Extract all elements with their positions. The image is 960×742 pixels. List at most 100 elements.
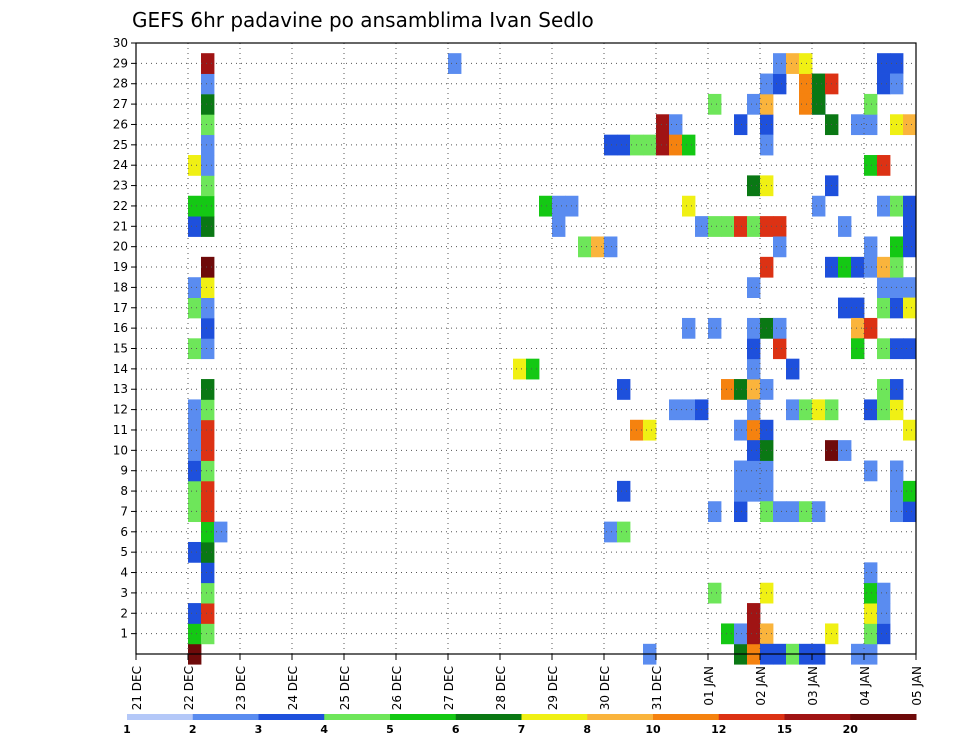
heatmap-cell bbox=[773, 236, 787, 258]
heatmap-cell bbox=[201, 419, 215, 441]
heatmap-cell bbox=[188, 419, 202, 441]
x-tick-label: 28 DEC bbox=[494, 666, 508, 710]
y-tick-label: 8 bbox=[120, 484, 128, 498]
legend-label: 4 bbox=[320, 723, 328, 736]
heatmap-cell bbox=[682, 317, 696, 339]
heatmap-cell bbox=[682, 399, 696, 421]
heatmap-cell bbox=[864, 93, 878, 115]
y-tick-label: 6 bbox=[120, 525, 128, 539]
heatmap-cell bbox=[786, 53, 800, 74]
heatmap-cell bbox=[591, 236, 605, 258]
heatmap-cell bbox=[214, 521, 228, 543]
heatmap-cell bbox=[656, 134, 670, 156]
heatmap-cell bbox=[747, 623, 761, 645]
heatmap-cell bbox=[864, 256, 878, 278]
legend-label: 12 bbox=[711, 723, 726, 736]
x-tick-label: 23 DEC bbox=[234, 666, 248, 710]
color-legend: 1 2 3 4 5 6 7 8 10 12 15 20 bbox=[123, 714, 917, 736]
y-tick-label: 5 bbox=[120, 545, 128, 559]
x-tick-label: 25 DEC bbox=[338, 666, 352, 710]
heatmap-cell bbox=[201, 338, 215, 360]
heatmap-cell bbox=[747, 440, 761, 461]
heatmap-cell bbox=[838, 216, 852, 237]
heatmap-cell bbox=[734, 216, 748, 237]
heatmap-cell bbox=[851, 297, 865, 319]
heatmap-cell bbox=[877, 582, 891, 604]
heatmap-cell bbox=[877, 73, 891, 95]
x-tick-label: 01 JAN bbox=[702, 666, 716, 706]
legend-swatch bbox=[718, 714, 785, 720]
x-tick-label: 03 JAN bbox=[806, 666, 820, 706]
heatmap-cell bbox=[799, 501, 813, 523]
legend-swatch bbox=[324, 714, 391, 720]
heatmap-cell bbox=[773, 501, 787, 523]
heatmap-cell bbox=[617, 521, 631, 543]
heatmap-cell bbox=[864, 623, 878, 645]
heatmap-cell bbox=[526, 358, 540, 380]
y-tick-label: 25 bbox=[113, 138, 128, 152]
heatmap-cell bbox=[734, 501, 748, 523]
heatmap-cell bbox=[903, 480, 917, 502]
heatmap-cell bbox=[773, 73, 787, 95]
heatmap-cell bbox=[799, 73, 813, 95]
heatmap-cell bbox=[708, 501, 722, 523]
heatmap-cell bbox=[188, 603, 202, 624]
heatmap-cell bbox=[617, 480, 631, 502]
heatmap-cell bbox=[188, 480, 202, 502]
heatmap-cell bbox=[201, 501, 215, 523]
heatmap-cell bbox=[708, 317, 722, 339]
heatmap-cell bbox=[643, 134, 657, 156]
heatmap-cell bbox=[201, 623, 215, 645]
heatmap-cell bbox=[786, 358, 800, 380]
x-tick-label: 05 JAN bbox=[910, 666, 924, 706]
heatmap-cell bbox=[851, 114, 865, 136]
heatmap-cell bbox=[201, 541, 215, 563]
y-tick-label: 30 bbox=[113, 36, 128, 50]
heatmap-cell bbox=[201, 480, 215, 502]
heatmap-cell bbox=[682, 134, 696, 156]
heatmap-cell bbox=[201, 175, 215, 197]
heatmap-cell bbox=[201, 297, 215, 319]
heatmap-cell bbox=[864, 399, 878, 421]
heatmap-cell bbox=[812, 195, 826, 217]
heatmap-cell bbox=[851, 256, 865, 278]
heatmap-cell bbox=[786, 399, 800, 421]
heatmap-cell bbox=[773, 216, 787, 237]
heatmap-cell bbox=[799, 399, 813, 421]
heatmap-cell bbox=[864, 155, 878, 176]
heatmap-cell bbox=[201, 399, 215, 421]
heatmap-cell bbox=[708, 93, 722, 115]
heatmap-cell bbox=[747, 399, 761, 421]
heatmap-cell bbox=[552, 216, 566, 237]
heatmap-cell bbox=[812, 501, 826, 523]
y-tick-label: 24 bbox=[113, 158, 128, 172]
legend-swatch bbox=[455, 714, 522, 720]
heatmap-cell bbox=[799, 53, 813, 74]
heatmap-cell bbox=[747, 277, 761, 298]
x-tick-label: 30 DEC bbox=[598, 666, 612, 710]
heatmap-cell bbox=[877, 623, 891, 645]
heatmap-cell bbox=[734, 460, 748, 482]
heatmap-cell bbox=[838, 256, 852, 278]
heatmap-cell bbox=[201, 216, 215, 237]
heatmap-cell bbox=[786, 501, 800, 523]
y-tick-label: 14 bbox=[113, 362, 128, 376]
heatmap-cell bbox=[201, 277, 215, 298]
y-tick-label: 10 bbox=[113, 443, 128, 457]
heatmap-cell bbox=[188, 501, 202, 523]
heatmap-cell bbox=[604, 134, 618, 156]
y-tick-label: 3 bbox=[120, 586, 128, 600]
heatmap-cell bbox=[201, 460, 215, 482]
heatmap-cell bbox=[877, 338, 891, 360]
heatmap-cell bbox=[643, 419, 657, 441]
heatmap-cell bbox=[903, 236, 917, 258]
legend-label: 2 bbox=[189, 723, 197, 736]
legend-label: 10 bbox=[645, 723, 661, 736]
y-tick-label: 2 bbox=[120, 606, 128, 620]
x-tick-label: 21 DEC bbox=[130, 666, 144, 710]
heatmap-cell bbox=[578, 236, 592, 258]
y-tick-label: 4 bbox=[120, 566, 128, 580]
heatmap-cell bbox=[747, 317, 761, 339]
heatmap-cell bbox=[188, 623, 202, 645]
